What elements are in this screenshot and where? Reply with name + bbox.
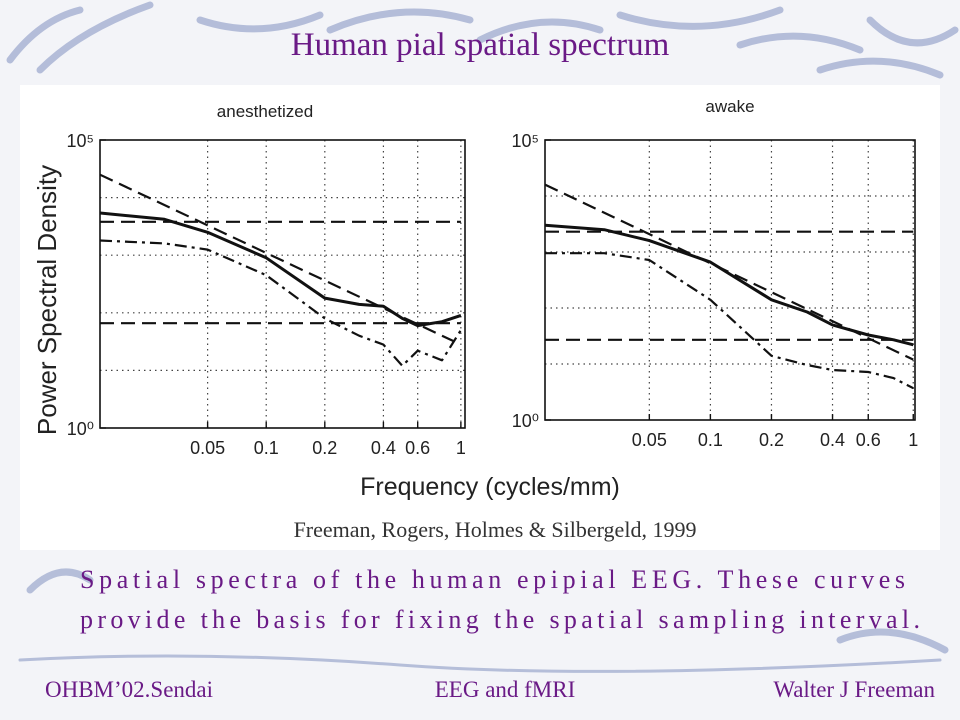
figure-panel xyxy=(20,85,940,550)
plot-frame xyxy=(544,139,916,421)
y-axis-label: Power Spectral Density xyxy=(32,165,62,435)
slide-title: Human pial spatial spectrum xyxy=(291,27,670,63)
caption-line: provide the basis for fixing the spatial… xyxy=(80,605,920,634)
y-tick-label: 10⁰ xyxy=(512,411,539,431)
x-tick-label: 0.1 xyxy=(698,430,723,450)
x-tick-label: 0.6 xyxy=(405,438,430,458)
x-tick-label: 0.2 xyxy=(759,430,784,450)
x-tick-label: 0.05 xyxy=(632,430,667,450)
footer-left: OHBM’02.Sendai xyxy=(45,677,213,702)
decoration xyxy=(6,1,959,673)
x-tick-label: 1 xyxy=(908,430,918,450)
plot-area xyxy=(100,173,462,367)
spectrum-line xyxy=(545,223,914,347)
chart-title: anesthetized xyxy=(217,102,313,121)
y-tick-label: 10⁵ xyxy=(67,131,94,151)
footer-center: EEG and fMRI xyxy=(435,677,576,702)
spectrum-line xyxy=(100,173,462,346)
chart: anesthetized 0.05 0.1 0.2 0.4 0.6 1 10⁰ 10⁵ xyxy=(67,102,466,458)
x-tick-label: 0.4 xyxy=(820,430,845,450)
caption-line: Spatial spectra of the human epipial EEG… xyxy=(80,565,905,594)
plot-area xyxy=(545,183,914,390)
x-tick-label: 0.05 xyxy=(190,438,225,458)
spectrum-line xyxy=(545,252,914,390)
x-tick-label: 0.1 xyxy=(254,438,279,458)
x-tick-label: 0.6 xyxy=(856,430,881,450)
spectrum-line xyxy=(545,183,914,361)
chart-title: awake xyxy=(705,97,754,116)
x-axis-label: Frequency (cycles/mm) xyxy=(360,473,620,501)
x-tick-label: 0.2 xyxy=(312,438,337,458)
plot-frame xyxy=(99,139,466,429)
citation: Freeman, Rogers, Holmes & Silbergeld, 19… xyxy=(294,517,697,542)
chart: awake 0.05 0.1 0.2 0.4 0.6 1 10⁰ 10⁵ xyxy=(512,97,919,450)
y-tick-label: 10⁰ xyxy=(67,419,94,439)
spectrum-line xyxy=(100,239,462,367)
footer-right: Walter J Freeman xyxy=(773,677,935,702)
x-tick-label: 1 xyxy=(456,438,466,458)
y-tick-label: 10⁵ xyxy=(512,131,539,151)
x-tick-label: 0.4 xyxy=(371,438,396,458)
